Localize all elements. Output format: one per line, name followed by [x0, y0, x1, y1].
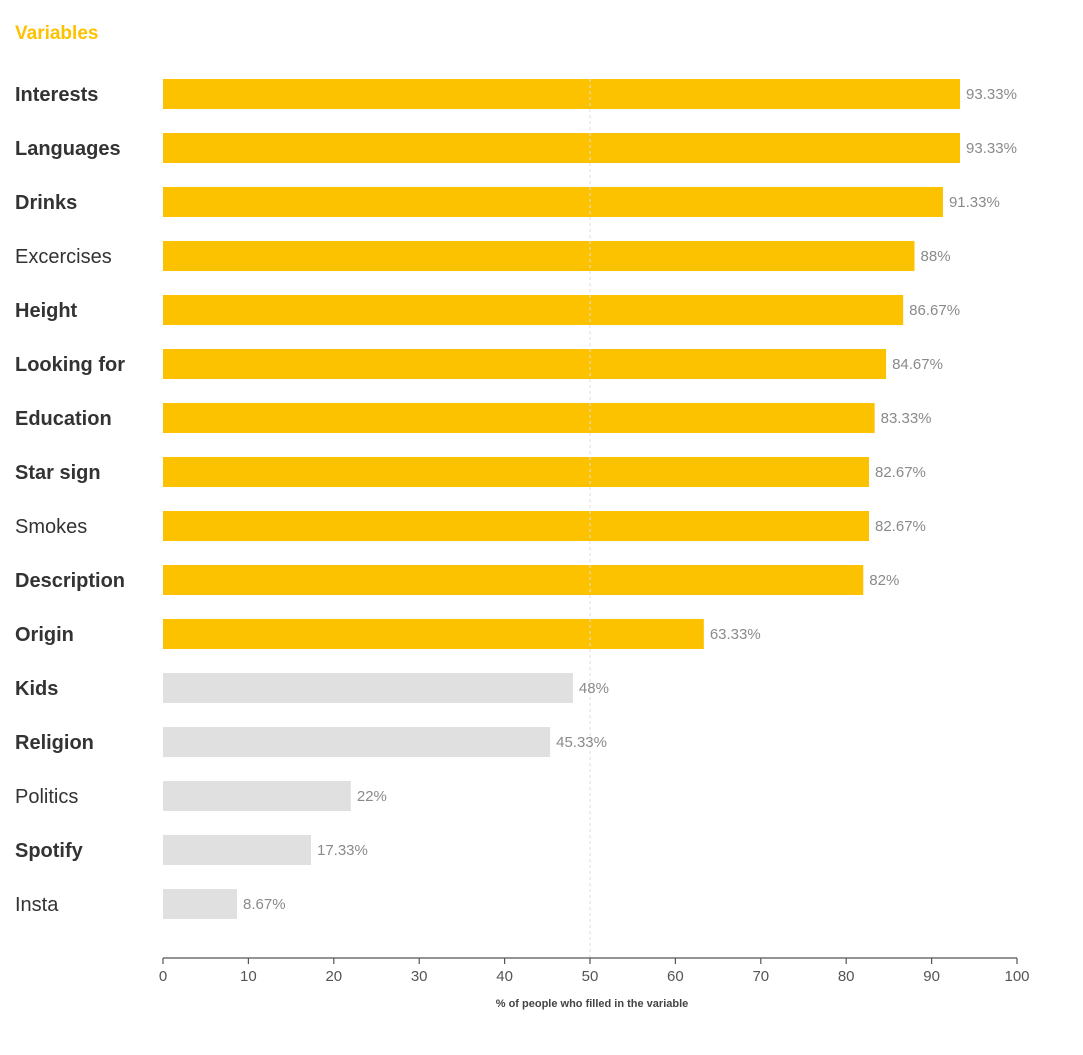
category-label: Origin [15, 624, 74, 646]
value-label: 93.33% [966, 86, 1017, 103]
value-label: 48% [579, 680, 609, 697]
x-tick-label: 10 [240, 968, 257, 985]
value-label: 82.67% [875, 518, 926, 535]
bar-kids [163, 673, 573, 703]
bar-drinks [163, 187, 943, 217]
category-label: Politics [15, 786, 78, 808]
value-label: 45.33% [556, 734, 607, 751]
x-tick-label: 30 [411, 968, 428, 985]
category-label: Education [15, 408, 112, 430]
bar-religion [163, 727, 551, 757]
category-label: Languages [15, 138, 121, 160]
x-tick-label: 20 [325, 968, 342, 985]
bar-insta [163, 889, 238, 919]
bar-height [163, 295, 904, 325]
value-label: 17.33% [317, 842, 368, 859]
bar-languages [163, 133, 961, 163]
x-tick-label: 0 [159, 968, 167, 985]
bar-education [163, 403, 875, 433]
value-label: 63.33% [710, 626, 761, 643]
x-tick-label: 90 [923, 968, 940, 985]
bar-smokes [163, 511, 870, 541]
value-label: 84.67% [892, 356, 943, 373]
x-tick-label: 80 [838, 968, 855, 985]
category-label: Interests [15, 84, 98, 106]
value-label: 82% [869, 572, 899, 589]
bar-star-sign [163, 457, 870, 487]
bar-politics [163, 781, 351, 811]
category-label: Star sign [15, 462, 101, 484]
value-label: 88% [921, 248, 951, 265]
category-label: Kids [15, 678, 58, 700]
category-label: Description [15, 570, 125, 592]
x-tick-label: 60 [667, 968, 684, 985]
value-label: 22% [357, 788, 387, 805]
category-label: Height [15, 300, 78, 322]
category-label: Smokes [15, 516, 87, 538]
value-label: 91.33% [949, 194, 1000, 211]
x-tick-label: 50 [582, 968, 599, 985]
x-tick-label: 100 [1004, 968, 1029, 985]
category-label: Excercises [15, 246, 112, 268]
bar-looking-for [163, 349, 887, 379]
category-label: Drinks [15, 192, 77, 214]
bar-excercises [163, 241, 915, 271]
value-label: 86.67% [909, 302, 960, 319]
bar-description [163, 565, 864, 595]
category-label: Spotify [15, 840, 84, 862]
value-label: 8.67% [243, 896, 286, 913]
value-label: 93.33% [966, 140, 1017, 157]
x-axis: 0 10 20 30 40 50 60 70 80 90 100 [159, 957, 1030, 985]
x-axis-title: % of people who filled in the variable [496, 998, 689, 1010]
x-tick-label: 70 [752, 968, 769, 985]
category-label: Looking for [15, 354, 125, 376]
category-label: Insta [15, 894, 59, 916]
value-label: 83.33% [881, 410, 932, 427]
chart-title: Variables [15, 23, 98, 44]
bar-origin [163, 619, 704, 649]
category-label: Religion [15, 732, 94, 754]
bar-interests [163, 79, 961, 109]
x-tick-label: 40 [496, 968, 513, 985]
bars-layer [163, 79, 961, 919]
labels-layer: Interests 93.33% Languages 93.33% Drinks 91.3… [15, 84, 1017, 916]
value-label: 82.67% [875, 464, 926, 481]
bar-spotify [163, 835, 311, 865]
